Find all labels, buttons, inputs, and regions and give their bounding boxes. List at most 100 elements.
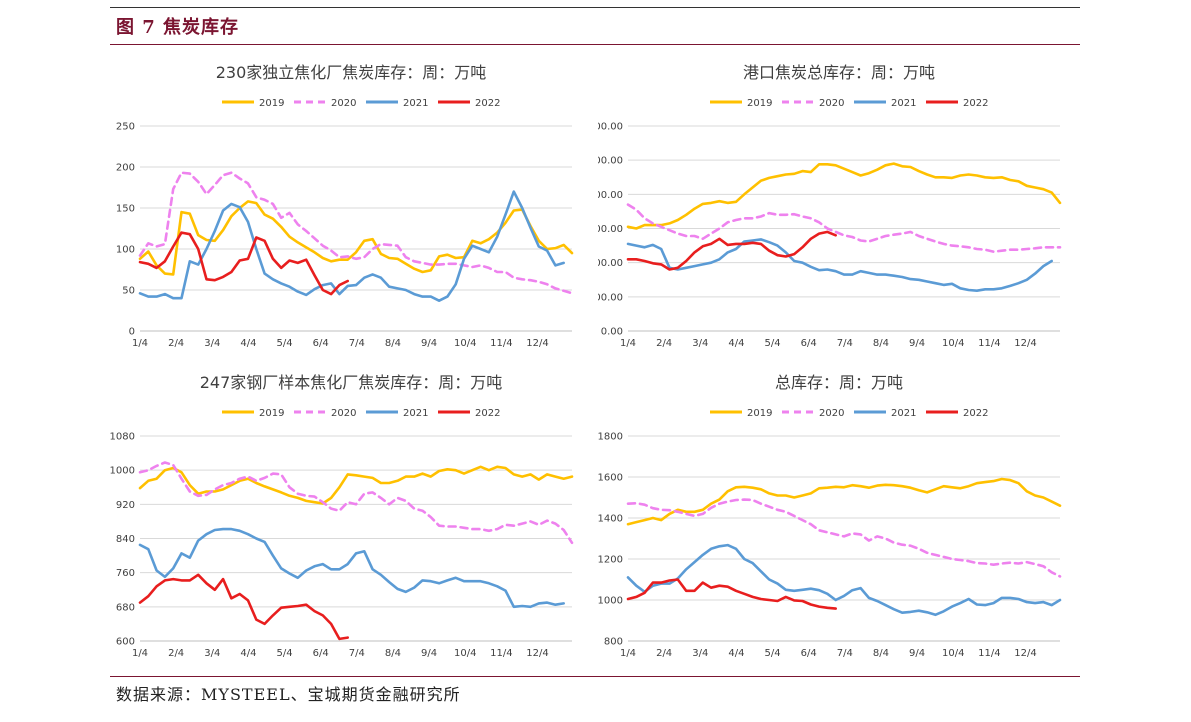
x-tick-label: 2/4 <box>656 648 672 659</box>
y-tick-label: 0.00 <box>601 327 623 338</box>
x-tick-label: 3/4 <box>204 338 220 349</box>
legend-label-2019: 2019 <box>747 408 772 419</box>
source-note: 数据来源：MYSTEEL、宝城期货金融研究所 <box>116 685 461 704</box>
y-tick-label: 1080 <box>110 432 135 443</box>
chart-title: 247家钢厂样本焦化厂焦炭库存：周：万吨 <box>200 373 503 392</box>
legend-label-2021: 2021 <box>403 98 428 109</box>
series-line-2022 <box>138 231 349 296</box>
legend-label-2020: 2020 <box>819 408 844 419</box>
legend-label-2021: 2021 <box>891 408 916 419</box>
x-tick-label: 12/4 <box>526 338 548 349</box>
legend-label-2020: 2020 <box>331 408 356 419</box>
x-tick-label: 4/4 <box>728 338 744 349</box>
series-line-2020 <box>626 498 1062 578</box>
x-tick-label: 1/4 <box>132 648 148 659</box>
series-line-2020 <box>138 171 574 295</box>
y-tick-label: 680 <box>116 602 135 613</box>
y-tick-label: 100.00 <box>598 292 623 303</box>
chart-0: 230家独立焦化厂焦炭库存：周：万吨 2019 2020 2021 2022 0 50 100… <box>116 63 574 349</box>
series-line-2020 <box>138 461 574 545</box>
series-line-2022 <box>626 578 837 610</box>
x-tick-label: 8/4 <box>873 648 889 659</box>
series-line-2021 <box>138 190 566 302</box>
x-tick-label: 12/4 <box>1014 338 1036 349</box>
legend-label-2021: 2021 <box>891 98 916 109</box>
x-tick-label: 10/4 <box>454 648 476 659</box>
series-line-2022 <box>626 230 837 271</box>
legend-label-2019: 2019 <box>747 98 772 109</box>
x-tick-label: 2/4 <box>168 338 184 349</box>
x-tick-label: 10/4 <box>942 338 964 349</box>
chart-panel-port-inventory: 港口焦炭总库存：周：万吨 2019 2020 2021 2022 0.00 100.00 20… <box>598 52 1080 352</box>
series-line-2019 <box>626 162 1062 230</box>
x-tick-label: 4/4 <box>240 338 256 349</box>
bottom-rule <box>110 676 1080 677</box>
chart-title: 港口焦炭总库存：周：万吨 <box>743 63 935 82</box>
y-tick-label: 800 <box>604 637 623 648</box>
y-tick-label: 200.00 <box>598 258 623 269</box>
x-tick-label: 11/4 <box>978 338 1000 349</box>
y-tick-label: 300.00 <box>598 224 623 235</box>
x-tick-label: 6/4 <box>801 338 817 349</box>
x-tick-label: 2/4 <box>168 648 184 659</box>
x-tick-label: 11/4 <box>490 338 512 349</box>
x-tick-label: 1/4 <box>132 338 148 349</box>
y-tick-label: 0 <box>129 327 135 338</box>
legend-label-2022: 2022 <box>963 98 988 109</box>
x-tick-label: 8/4 <box>873 338 889 349</box>
x-tick-label: 6/4 <box>801 648 817 659</box>
x-tick-label: 9/4 <box>909 338 925 349</box>
series-line-2021 <box>626 543 1062 617</box>
y-tick-label: 1200 <box>598 555 623 566</box>
x-tick-label: 4/4 <box>728 648 744 659</box>
x-tick-label: 5/4 <box>765 648 781 659</box>
x-tick-label: 5/4 <box>277 338 293 349</box>
chart-panel-independent-coking: 230家独立焦化厂焦炭库存：周：万吨 2019 2020 2021 2022 0 50 100… <box>110 52 592 352</box>
x-tick-label: 7/4 <box>349 338 365 349</box>
chart-1: 港口焦炭总库存：周：万吨 2019 2020 2021 2022 0.00 100.00 20… <box>598 63 1062 349</box>
x-tick-label: 3/4 <box>692 338 708 349</box>
x-tick-label: 4/4 <box>240 648 256 659</box>
legend-label-2022: 2022 <box>963 408 988 419</box>
x-tick-label: 1/4 <box>620 648 636 659</box>
chart-2: 247家钢厂样本焦化厂焦炭库存：周：万吨 2019 2020 2021 2022 600 6… <box>110 373 574 659</box>
series-line-2021 <box>138 527 566 609</box>
chart-title: 总库存：周：万吨 <box>775 373 903 392</box>
x-tick-label: 11/4 <box>490 648 512 659</box>
legend-label-2020: 2020 <box>331 98 356 109</box>
y-tick-label: 250 <box>116 122 135 133</box>
x-tick-label: 12/4 <box>1014 648 1036 659</box>
series-line-2021 <box>626 238 1054 292</box>
legend-label-2021: 2021 <box>403 408 428 419</box>
chart-panel-total-inventory: 总库存：周：万吨 2019 2020 2021 2022 800 1000 1200 1400 1… <box>598 362 1080 662</box>
x-tick-label: 8/4 <box>385 648 401 659</box>
x-tick-label: 5/4 <box>277 648 293 659</box>
y-tick-label: 500.00 <box>598 156 623 167</box>
x-tick-label: 9/4 <box>421 648 437 659</box>
x-tick-label: 11/4 <box>978 648 1000 659</box>
y-tick-label: 600 <box>116 637 135 648</box>
y-tick-label: 840 <box>116 534 135 545</box>
x-tick-label: 9/4 <box>421 338 437 349</box>
chart-title: 230家独立焦化厂焦炭库存：周：万吨 <box>216 63 487 82</box>
series-line-2022 <box>138 573 349 641</box>
y-tick-label: 100 <box>116 245 135 256</box>
legend-label-2022: 2022 <box>475 98 500 109</box>
x-tick-label: 12/4 <box>526 648 548 659</box>
series-line-2019 <box>626 477 1062 526</box>
y-tick-label: 50 <box>122 286 135 297</box>
x-tick-label: 7/4 <box>837 648 853 659</box>
x-tick-label: 3/4 <box>692 648 708 659</box>
legend-label-2019: 2019 <box>259 98 284 109</box>
chart-panel-steel-mill-coking: 247家钢厂样本焦化厂焦炭库存：周：万吨 2019 2020 2021 2022 600 6… <box>110 362 592 662</box>
y-tick-label: 760 <box>116 568 135 579</box>
x-tick-label: 3/4 <box>204 648 220 659</box>
x-tick-label: 8/4 <box>385 338 401 349</box>
y-tick-label: 1000 <box>110 466 135 477</box>
y-tick-label: 400.00 <box>598 190 623 201</box>
top-rule <box>110 7 1080 8</box>
y-tick-label: 1400 <box>598 514 623 525</box>
y-tick-label: 1600 <box>598 473 623 484</box>
title-rule <box>110 44 1080 45</box>
figure-title: 图 7 焦炭库存 <box>116 17 240 38</box>
